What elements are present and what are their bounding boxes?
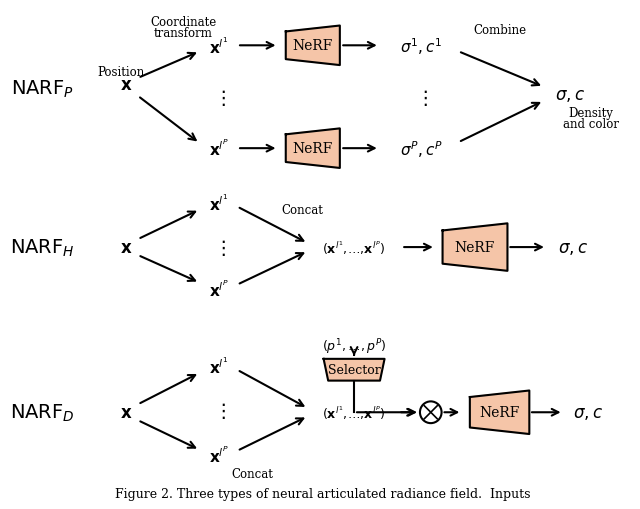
Text: NeRF: NeRF bbox=[292, 39, 333, 53]
Text: $\mathbf{x}^{l^1}$: $\mathbf{x}^{l^1}$ bbox=[209, 36, 229, 56]
Text: Concat: Concat bbox=[282, 204, 323, 216]
Text: Figure 2. Three types of neural articulated radiance field.  Inputs: Figure 2. Three types of neural articula… bbox=[115, 487, 531, 500]
Text: NeRF: NeRF bbox=[292, 142, 333, 156]
Polygon shape bbox=[443, 224, 508, 271]
Text: $\vdots$: $\vdots$ bbox=[213, 238, 226, 258]
Text: Combine: Combine bbox=[473, 24, 526, 37]
Text: $\mathbf{x}^{l^P}$: $\mathbf{x}^{l^P}$ bbox=[209, 279, 230, 299]
Text: $\mathbf{x}^{l^1}$: $\mathbf{x}^{l^1}$ bbox=[209, 193, 229, 213]
Text: $\vdots$: $\vdots$ bbox=[213, 88, 226, 107]
Text: $(p^1,\ldots,p^P)$: $(p^1,\ldots,p^P)$ bbox=[322, 336, 387, 356]
Text: $\mathbf{x}$: $\mathbf{x}$ bbox=[120, 239, 132, 256]
Text: $\mathrm{NARF}_P$: $\mathrm{NARF}_P$ bbox=[11, 79, 74, 100]
Text: Position: Position bbox=[97, 65, 145, 78]
Polygon shape bbox=[286, 129, 340, 168]
Text: $\mathbf{x}$: $\mathbf{x}$ bbox=[120, 77, 132, 94]
Text: $\mathbf{x}^{l^P}$: $\mathbf{x}^{l^P}$ bbox=[209, 445, 230, 465]
Polygon shape bbox=[324, 359, 385, 381]
Text: $\mathrm{NARF}_H$: $\mathrm{NARF}_H$ bbox=[10, 237, 75, 258]
Text: $(\mathbf{x}^{l^1},\!\ldots,\!\mathbf{x}^{l^P})$: $(\mathbf{x}^{l^1},\!\ldots,\!\mathbf{x}… bbox=[323, 239, 386, 257]
Text: Coordinate: Coordinate bbox=[150, 16, 216, 29]
Text: $\vdots$: $\vdots$ bbox=[213, 401, 226, 420]
Text: NeRF: NeRF bbox=[455, 241, 495, 254]
Text: and color: and color bbox=[563, 118, 619, 131]
Text: $\sigma, c$: $\sigma, c$ bbox=[556, 87, 586, 104]
Text: $\mathbf{x}$: $\mathbf{x}$ bbox=[120, 404, 132, 421]
Text: Selector: Selector bbox=[328, 363, 380, 377]
Polygon shape bbox=[470, 391, 529, 434]
Text: $\mathbf{x}^{l^1}$: $\mathbf{x}^{l^1}$ bbox=[209, 356, 229, 376]
Text: Concat: Concat bbox=[231, 467, 273, 479]
Text: $\sigma^1, c^1$: $\sigma^1, c^1$ bbox=[400, 36, 442, 56]
Text: $\vdots$: $\vdots$ bbox=[415, 88, 428, 107]
Text: $\sigma, c$: $\sigma, c$ bbox=[573, 404, 603, 421]
Text: $\sigma, c$: $\sigma, c$ bbox=[558, 239, 588, 256]
Text: transform: transform bbox=[154, 27, 212, 40]
Text: $\mathbf{x}^{l^P}$: $\mathbf{x}^{l^P}$ bbox=[209, 138, 230, 159]
Text: Density: Density bbox=[568, 107, 614, 120]
Polygon shape bbox=[286, 26, 340, 66]
Text: NeRF: NeRF bbox=[479, 406, 520, 419]
Text: $\mathrm{NARF}_D$: $\mathrm{NARF}_D$ bbox=[10, 402, 75, 423]
Text: $\sigma^P, c^P$: $\sigma^P, c^P$ bbox=[399, 138, 442, 159]
Text: $(\mathbf{x}^{l^1},\!\ldots,\!\mathbf{x}^{l^P})$: $(\mathbf{x}^{l^1},\!\ldots,\!\mathbf{x}… bbox=[323, 404, 386, 421]
